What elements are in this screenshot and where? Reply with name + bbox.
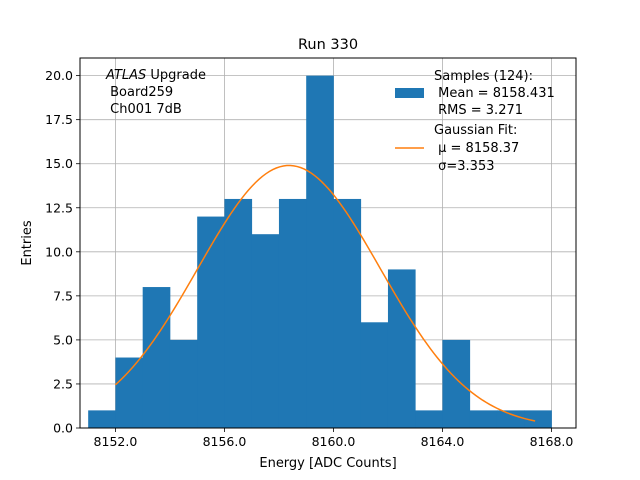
x-axis-ticks: 8152.0 8156.0 8160.0 8164.0 8168.0 xyxy=(94,428,574,449)
annotation-upgrade: Upgrade xyxy=(146,68,206,83)
y-tick-label: 17.5 xyxy=(45,112,73,127)
x-tick-label: 8152.0 xyxy=(94,434,138,449)
histogram-bar xyxy=(524,410,552,428)
histogram-bar xyxy=(88,410,116,428)
histogram-bar xyxy=(306,75,334,428)
histogram-bar xyxy=(469,410,498,428)
histogram-bar xyxy=(142,287,171,428)
y-tick-label: 20.0 xyxy=(45,68,73,83)
gaussian-fit-curve-group xyxy=(114,164,536,422)
legend: Samples (124): Mean = 8158.431 RMS = 3.2… xyxy=(395,69,555,174)
histogram-bar xyxy=(224,198,253,428)
atlas-annotation: ATLAS Upgrade Board259 Ch001 7dB xyxy=(105,68,206,117)
y-tick-label: 12.5 xyxy=(45,200,73,215)
legend-samples-title: Samples (124): xyxy=(434,69,533,84)
annotation-channel: Ch001 7dB xyxy=(106,102,182,117)
annotation-line-1: ATLAS Upgrade xyxy=(105,68,206,83)
histogram-bars xyxy=(88,75,552,428)
y-tick-label: 10.0 xyxy=(45,244,73,259)
histogram-bar xyxy=(278,198,307,428)
plot-area-frame xyxy=(79,57,577,429)
histogram-bar xyxy=(169,339,198,428)
legend-fit-sigma: σ=3.353 xyxy=(434,159,494,174)
histogram-bar xyxy=(387,269,416,428)
gaussian-fit-curve xyxy=(114,164,536,422)
chart-title: Run 330 xyxy=(298,37,358,53)
y-tick-label: 7.5 xyxy=(53,288,73,303)
histogram-bar xyxy=(197,216,225,428)
y-tick-label: 5.0 xyxy=(53,332,73,347)
y-axis-label: Entries xyxy=(20,220,35,266)
legend-samples-swatch xyxy=(395,88,424,98)
histogram-bar xyxy=(415,410,443,428)
histogram-bar xyxy=(333,198,362,428)
annotation-atlas-italic: ATLAS xyxy=(105,68,146,83)
legend-samples-mean: Mean = 8158.431 xyxy=(434,86,555,101)
legend-fit-title: Gaussian Fit: xyxy=(434,123,517,138)
x-tick-label: 8160.0 xyxy=(312,434,356,449)
histogram-bar xyxy=(115,357,144,428)
y-tick-label: 15.0 xyxy=(45,156,73,171)
y-tick-label: 2.5 xyxy=(53,376,73,391)
x-tick-label: 8156.0 xyxy=(203,434,247,449)
legend-fit-mu: μ = 8158.37 xyxy=(434,141,519,156)
y-axis-ticks: 0.0 2.5 5.0 7.5 10.0 12.5 15.0 17.5 20.0 xyxy=(45,68,80,436)
annotation-board: Board259 xyxy=(106,85,173,100)
x-tick-label: 8164.0 xyxy=(421,434,465,449)
x-axis-label: Energy [ADC Counts] xyxy=(259,456,396,471)
x-tick-label: 8168.0 xyxy=(530,434,574,449)
histogram-bar xyxy=(496,410,525,428)
y-tick-label: 0.0 xyxy=(53,421,73,436)
legend-samples-rms: RMS = 3.271 xyxy=(434,103,523,118)
histogram-bar xyxy=(251,234,280,428)
histogram-bar xyxy=(442,339,471,428)
histogram-bar xyxy=(360,322,389,428)
